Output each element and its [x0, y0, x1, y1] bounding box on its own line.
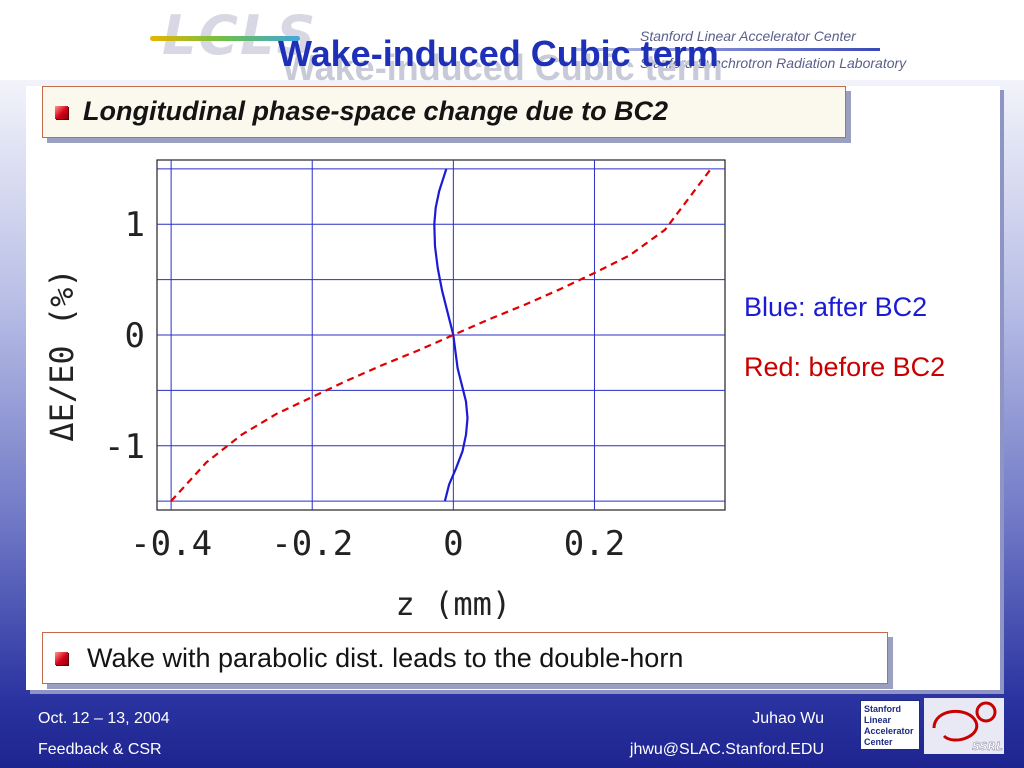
ssrl-logo: SSRL	[924, 698, 1004, 754]
ssrl-logo-text: SSRL	[972, 740, 1003, 753]
slac-logo-line: Accelerator	[864, 726, 914, 736]
footer-email: jhwu@SLAC.Stanford.EDU	[629, 741, 824, 758]
series-line-after-bc2	[433, 168, 469, 502]
x-tick-label: 0.2	[564, 524, 625, 564]
footer-subtitle: Feedback & CSR	[38, 741, 162, 758]
x-axis-label: z (mm)	[396, 585, 512, 620]
slide-header: LCLS Stanford Linear Accelerator Center …	[0, 0, 1024, 88]
lcls-logo-text: LCLS	[162, 4, 318, 67]
y-axis-label: ΔE/E0 (%)	[43, 268, 81, 441]
x-tick-label: 0	[443, 524, 463, 564]
lcls-logo-swoosh	[150, 36, 300, 41]
slac-logo-line: Linear	[864, 715, 892, 725]
bullet-icon	[55, 106, 68, 119]
slide-title: Wake-induced Cubic term	[278, 33, 719, 74]
y-tick-label: -1	[104, 427, 145, 467]
callout-top: Longitudinal phase-space change due to B…	[42, 86, 846, 138]
callout-top-text: Longitudinal phase-space change due to B…	[83, 96, 669, 126]
callout-bottom: Wake with parabolic dist. leads to the d…	[42, 632, 888, 684]
header-divider-line	[572, 48, 880, 51]
legend-red-label: Red: before BC2	[744, 352, 946, 382]
legend-blue-label: Blue: after BC2	[744, 292, 928, 322]
series-line-before-bc2	[170, 168, 712, 502]
slac-logo-line: Center	[864, 737, 893, 747]
phase-space-chart: -0.4 -0.2 0 0.2 -1 0 1 z (mm) ΔE/E0 (%)	[43, 159, 726, 620]
bullet-icon	[55, 652, 68, 665]
y-tick-label: 0	[125, 316, 145, 356]
y-tick-label: 1	[125, 205, 145, 245]
footer-date: Oct. 12 – 13, 2004	[38, 710, 170, 727]
callout-bottom-text: Wake with parabolic dist. leads to the d…	[87, 643, 684, 673]
slide-title-shadow: Wake-induced Cubic term	[282, 47, 723, 88]
slac-logo: Stanford Linear Accelerator Center	[860, 700, 920, 750]
x-tick-label: -0.4	[130, 524, 212, 564]
org-line-1: Stanford Linear Accelerator Center	[640, 28, 856, 44]
x-tick-label: -0.2	[271, 524, 353, 564]
lcls-logo: LCLS	[148, 4, 315, 74]
org-line-2: Stanford Synchrotron Radiation Laborator…	[640, 55, 907, 71]
slac-logo-line: Stanford	[864, 704, 901, 714]
footer-author: Juhao Wu	[752, 710, 824, 727]
